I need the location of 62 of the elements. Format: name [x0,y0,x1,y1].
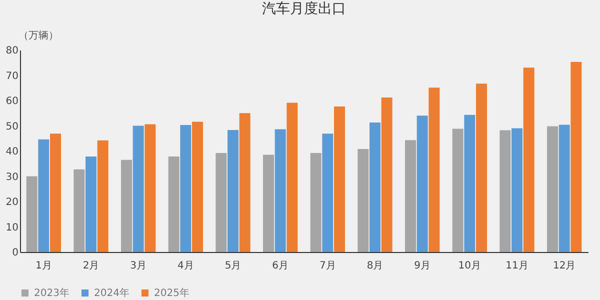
bar [381,97,392,252]
bar [97,140,108,252]
legend-label: 2023年 [34,287,70,299]
bar [370,122,380,252]
bar [428,88,440,252]
x-tick-label: 6月 [272,260,289,272]
bar [405,140,416,252]
bar [274,129,286,252]
legend-label: 2025年 [154,287,190,299]
bar [216,153,227,252]
x-tick-label: 9月 [414,260,431,272]
bar [416,116,428,252]
chart-title: 汽车月度出口 [262,1,346,17]
x-tick-label: 1月 [35,260,52,272]
y-tick-label: 60 [6,96,18,107]
bar [558,124,570,252]
y-tick-label: 80 [6,46,18,56]
bar [263,154,274,252]
bar [286,102,298,252]
bar [239,113,250,252]
y-tick-label: 20 [6,197,18,208]
x-tick-label: 8月 [366,260,384,272]
bar [144,124,156,252]
bar [547,126,558,252]
bar [228,130,238,252]
bar [464,114,476,252]
bar [523,68,534,252]
bar [132,126,144,252]
x-tick-label: 2月 [82,260,100,272]
x-tick-label: 7月 [319,260,336,272]
x-tick-label: 5月 [224,260,242,272]
bar [74,169,85,252]
bar [121,160,132,252]
bar [512,128,522,252]
x-tick-label: 11月 [506,260,528,272]
bar [570,62,582,252]
bar [476,84,487,252]
bar [322,134,334,252]
y-tick-label: 10 [6,222,18,234]
x-tick-label: 10月 [458,260,482,272]
legend-label: 2024年 [94,287,130,299]
y-tick-label: 30 [6,172,18,183]
y-tick-label: 50 [6,121,18,132]
bar [26,176,38,252]
bar [358,148,369,252]
y-tick-label: 40 [6,146,18,158]
y-tick-label: 70 [6,70,18,82]
bar [50,134,61,252]
bar [192,122,203,252]
x-tick-label: 4月 [177,260,194,272]
bar [334,106,345,252]
bar [500,130,511,252]
y-tick-label: 0 [12,248,18,258]
bar [168,156,180,252]
x-tick-label: 12月 [552,260,576,272]
bar [310,153,322,252]
x-tick-label: 3月 [130,260,147,272]
bar [38,139,50,252]
bar [180,124,192,252]
y-axis-title: （万辆） [18,30,58,42]
bar [452,128,464,252]
bar [86,156,96,252]
